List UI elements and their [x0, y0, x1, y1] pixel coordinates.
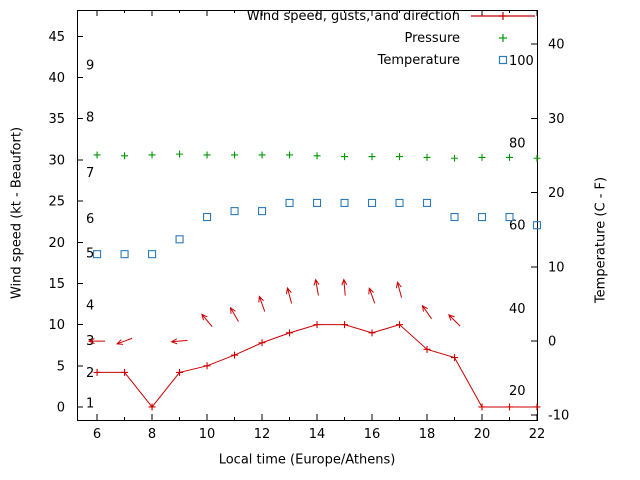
right-axis-title: Temperature (C - F) — [593, 176, 609, 304]
svg-text:10: 10 — [48, 318, 65, 333]
x-axis-title: Local time (Europe/Athens) — [218, 452, 396, 468]
wind-line-plus-icon — [470, 10, 536, 22]
legend-label-pressure: Pressure — [404, 30, 460, 46]
x-axis: 6 8 10 12 14 16 18 20 22 — [93, 10, 545, 442]
legend-item-wind: Wind speed, gusts, and direction — [247, 5, 536, 27]
svg-text:12: 12 — [254, 427, 271, 442]
svg-text:10: 10 — [548, 260, 565, 275]
svg-text:4: 4 — [86, 298, 94, 313]
svg-text:5: 5 — [57, 359, 65, 374]
svg-text:22: 22 — [529, 427, 546, 442]
wind-direction-arrows — [87, 278, 461, 345]
svg-text:5: 5 — [86, 246, 94, 261]
wind-speed-series — [93, 321, 541, 411]
svg-text:25: 25 — [48, 195, 65, 210]
legend-item-pressure: Pressure — [247, 27, 536, 49]
y-axis-right: -10 0 10 20 30 40 — [531, 38, 569, 424]
svg-text:-10: -10 — [548, 409, 569, 424]
svg-text:8: 8 — [86, 111, 94, 126]
svg-text:16: 16 — [364, 427, 381, 442]
svg-text:2: 2 — [86, 366, 94, 381]
svg-text:40: 40 — [509, 302, 526, 317]
svg-text:80: 80 — [509, 136, 526, 151]
svg-text:20: 20 — [474, 427, 491, 442]
svg-text:20: 20 — [509, 384, 526, 399]
svg-text:45: 45 — [48, 30, 65, 45]
svg-text:20: 20 — [48, 236, 65, 251]
svg-text:18: 18 — [419, 427, 436, 442]
svg-text:35: 35 — [48, 112, 65, 127]
legend-item-temperature: Temperature — [247, 49, 536, 71]
temperature-series — [93, 198, 542, 259]
svg-text:30: 30 — [48, 153, 65, 168]
legend-label-wind: Wind speed, gusts, and direction — [246, 8, 460, 24]
svg-text:7: 7 — [86, 166, 94, 181]
pressure-series — [93, 150, 541, 162]
svg-text:6: 6 — [86, 212, 94, 227]
svg-text:0: 0 — [57, 400, 65, 415]
svg-text:9: 9 — [86, 59, 94, 74]
fahrenheit-scale-labels: 20 40 60 80 100 — [509, 54, 534, 399]
svg-text:6: 6 — [93, 427, 101, 442]
left-axis-title: Wind speed (kt - Beaufort) — [9, 126, 25, 300]
plot-border — [77, 10, 538, 421]
svg-text:14: 14 — [309, 427, 326, 442]
svg-text:100: 100 — [509, 54, 534, 69]
y-axis-left: 0 5 10 15 20 25 30 35 40 45 — [48, 30, 83, 415]
svg-text:30: 30 — [548, 112, 565, 127]
svg-text:15: 15 — [48, 277, 65, 292]
svg-text:1: 1 — [86, 396, 94, 411]
legend: Wind speed, gusts, and direction Pressur… — [247, 5, 536, 71]
svg-text:20: 20 — [548, 186, 565, 201]
svg-text:60: 60 — [509, 219, 526, 234]
svg-text:8: 8 — [148, 427, 156, 442]
svg-text:40: 40 — [48, 71, 65, 86]
svg-text:40: 40 — [548, 38, 565, 53]
temperature-square-icon — [470, 54, 536, 66]
legend-label-temperature: Temperature — [377, 52, 460, 68]
svg-text:10: 10 — [199, 427, 216, 442]
pressure-plus-icon — [470, 32, 536, 44]
svg-text:0: 0 — [548, 334, 556, 349]
